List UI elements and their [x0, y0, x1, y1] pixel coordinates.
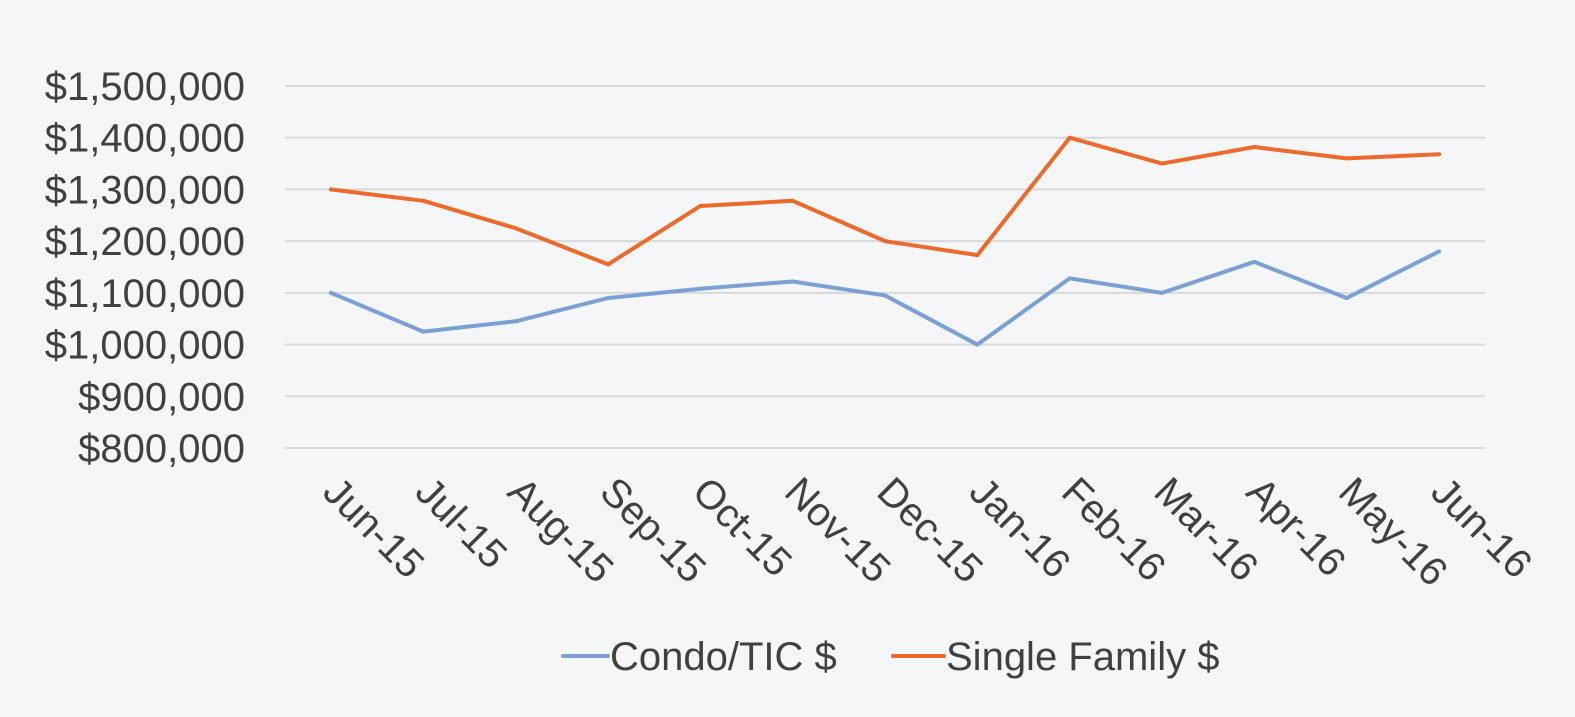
data-point: [421, 329, 426, 334]
x-tick-label: Feb-16: [1053, 469, 1174, 590]
y-tick-label: $1,400,000: [45, 117, 245, 161]
data-point: [1160, 161, 1164, 166]
data-point: [698, 286, 703, 291]
data-point: [1160, 290, 1164, 295]
legend-label: Condo/TIC $: [610, 635, 837, 679]
data-point: [1344, 296, 1349, 301]
data-point: [1437, 249, 1441, 254]
y-axis-tick-labels: $800,000 $900,000 $1,000,000 $1,100,000 $1,2…: [45, 65, 245, 471]
data-point: [329, 187, 333, 192]
data-point: [975, 342, 980, 347]
data-point: [790, 198, 795, 203]
data-point: [1067, 276, 1072, 281]
y-tick-label: $1,300,000: [45, 168, 245, 212]
series-line-1: [329, 135, 1441, 267]
data-point: [329, 290, 333, 295]
y-tick-label: $1,000,000: [45, 324, 245, 368]
data-point: [513, 226, 518, 231]
data-point: [1437, 152, 1441, 157]
legend: Condo/TIC $ Single Family $: [561, 635, 1219, 679]
data-point: [606, 262, 610, 267]
data-point: [1067, 135, 1072, 140]
data-point: [1252, 259, 1257, 264]
y-tick-label: $1,500,000: [45, 65, 245, 109]
x-tick-label: Jun-15: [315, 469, 433, 587]
data-point: [883, 239, 887, 244]
series-lines: [329, 135, 1441, 347]
data-point: [421, 198, 426, 203]
data-point: [1252, 145, 1257, 150]
legend-label: Single Family $: [946, 635, 1219, 679]
data-point: [883, 293, 887, 298]
y-tick-label: $1,100,000: [45, 272, 245, 316]
y-tick-label: $800,000: [78, 427, 245, 471]
data-point: [1344, 156, 1349, 161]
data-point: [975, 253, 980, 258]
data-point: [698, 203, 703, 208]
series-line-0: [329, 249, 1441, 347]
data-point: [790, 279, 795, 284]
data-point: [513, 319, 518, 324]
y-tick-label: $900,000: [78, 375, 245, 419]
x-axis-tick-labels: Jun-15Jul-15Aug-15Sep-15Oct-15Nov-15Dec-…: [315, 469, 1541, 594]
data-point: [606, 296, 610, 301]
x-tick-label: Mar-16: [1146, 469, 1267, 590]
gridlines: [285, 85, 1485, 449]
y-tick-label: $1,200,000: [45, 220, 245, 264]
